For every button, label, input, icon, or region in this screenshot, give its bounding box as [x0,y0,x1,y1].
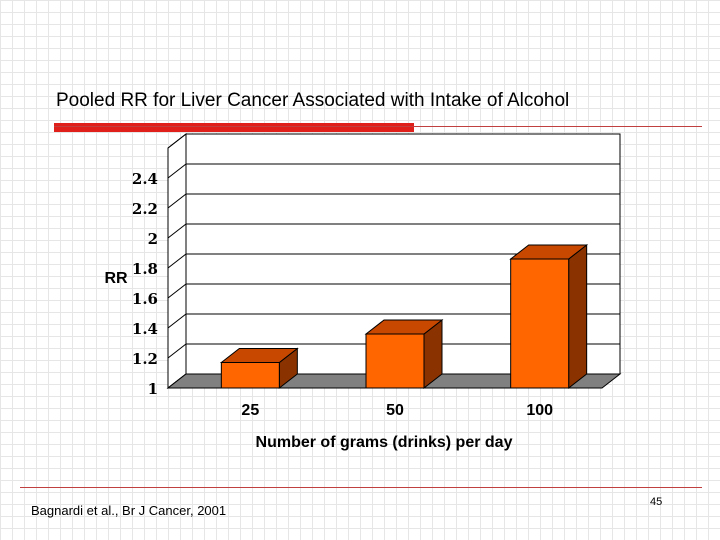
y-tick-label: 1.2 [132,350,158,368]
bar-front [365,333,425,389]
bar-front [220,362,280,389]
gridline [167,343,620,359]
page-number: 45 [650,496,663,508]
x-axis-label: Number of grams (drinks) per day [256,434,513,451]
title-accent-bar [54,123,414,132]
y-tick-label: 2.2 [132,200,158,218]
bar [509,243,589,390]
gridline [167,283,620,299]
y-tick-label: 2.4 [132,170,158,188]
y-tick-label: 1 [148,380,158,398]
bar [219,347,299,390]
footer-divider [20,487,702,488]
bar-front [510,258,570,389]
y-tick-label: 1.4 [132,320,158,338]
gridline [167,193,620,209]
citation: Bagnardi et al., Br J Cancer, 2001 [31,503,227,518]
y-tick-label: 1.8 [132,260,158,278]
gridline [167,313,620,329]
gridline [167,133,620,149]
x-tick-label: 50 [386,402,404,419]
bar [364,318,444,390]
slide-title: Pooled RR for Liver Cancer Associated wi… [56,90,570,111]
y-tick-label: 1.6 [132,290,158,308]
x-tick-label: 100 [526,402,553,419]
y-tick-label: 2 [148,230,158,248]
x-tick-label: 25 [241,402,259,419]
title-underline [54,126,702,127]
y-axis-label: RR [104,270,128,287]
gridline [167,223,620,239]
gridline [167,163,620,179]
gridline [167,253,620,269]
bar-side [568,243,588,390]
